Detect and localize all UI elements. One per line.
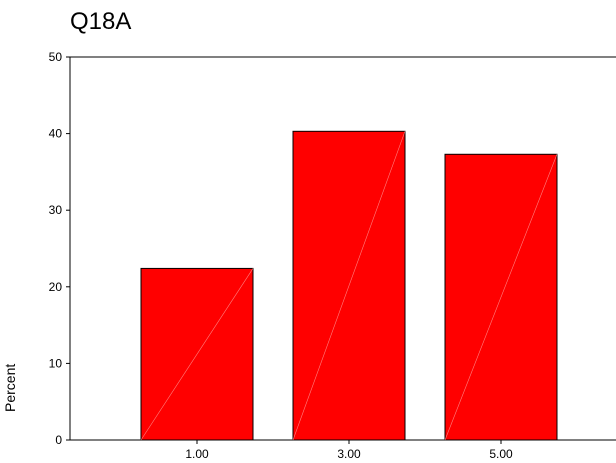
plot-area: 0 10 20 30 40 50 1.00 3.00 5.00: [49, 50, 616, 461]
y-tick-label: 0: [55, 433, 62, 447]
y-tick-label: 10: [49, 356, 63, 370]
bar-diagonal-highlight: [140, 268, 254, 441]
bar-diagonal-highlight: [444, 154, 558, 441]
x-tick-label: 5.00: [489, 447, 513, 461]
x-tick-label: 1.00: [185, 447, 209, 461]
y-tick-label: 50: [49, 50, 63, 64]
y-tick-label: 30: [49, 203, 63, 217]
y-tick-label: 40: [49, 127, 63, 141]
x-tick-label: 3.00: [337, 447, 361, 461]
chart-title: Q18A: [70, 8, 132, 35]
y-tick-label: 20: [49, 280, 63, 294]
bar-diagonal-highlight: [292, 131, 406, 441]
